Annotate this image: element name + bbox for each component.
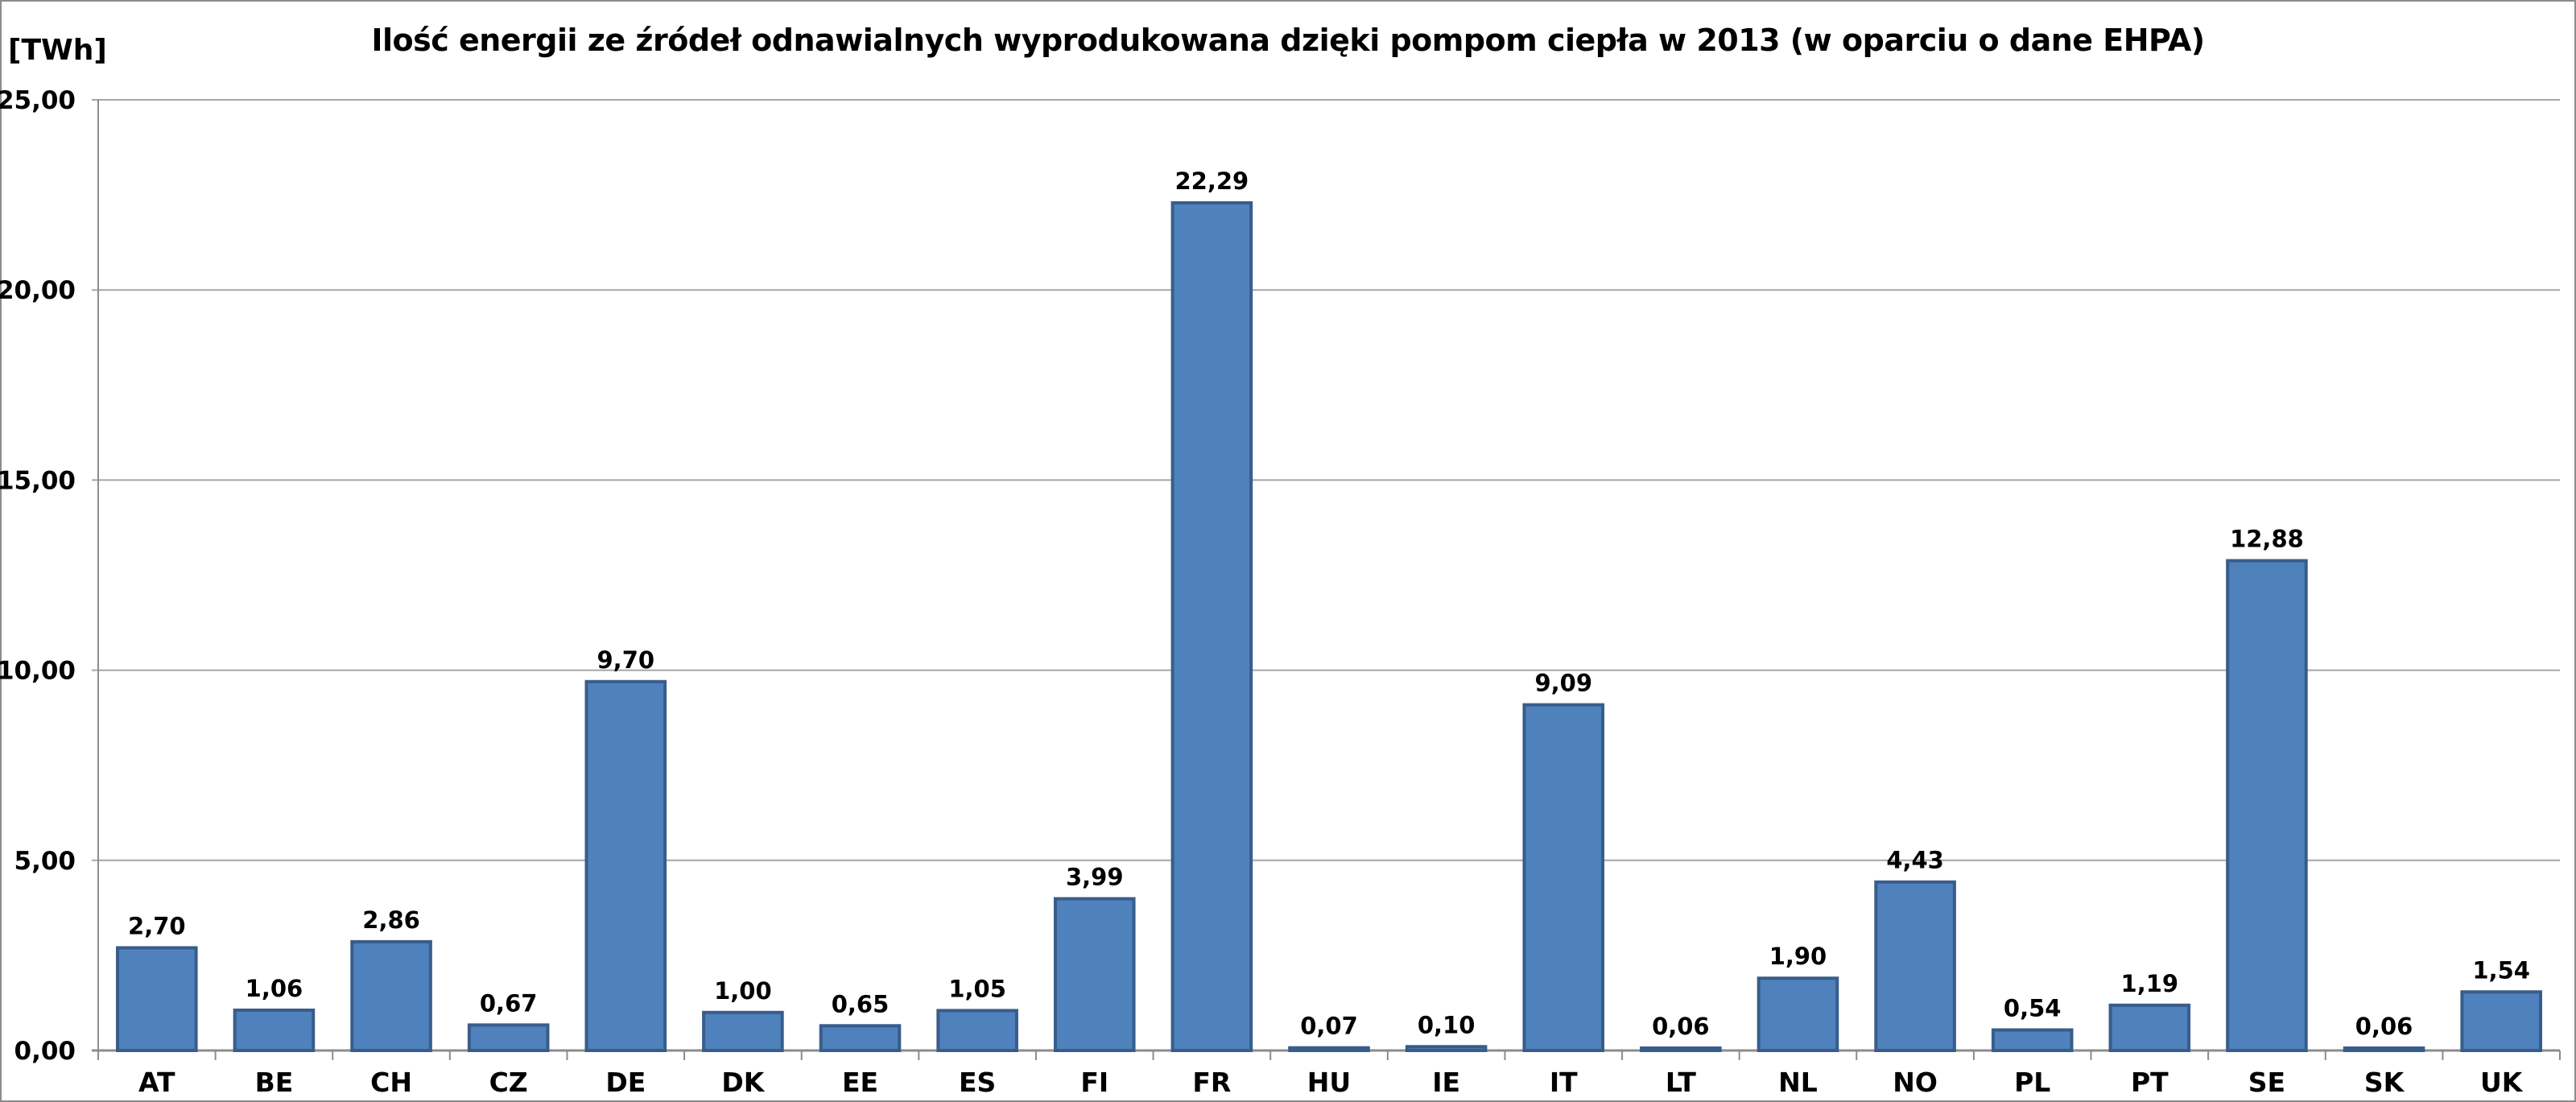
bar-no	[1874, 880, 1956, 1052]
data-label: 2,70	[128, 912, 186, 939]
data-label: 0,67	[480, 989, 538, 1017]
bar-ee	[819, 1024, 902, 1052]
x-category-label: UK	[2480, 1067, 2524, 1098]
x-category-label: FR	[1192, 1067, 1231, 1098]
bar-ch	[350, 939, 432, 1052]
bar-fi	[1053, 897, 1136, 1053]
y-tick-label: 20,00	[0, 276, 76, 305]
x-category-label: DE	[605, 1067, 646, 1098]
data-label: 0,06	[1652, 1013, 1710, 1040]
x-category-label: EE	[842, 1067, 878, 1098]
x-category-label: PL	[2014, 1067, 2050, 1098]
data-label: 9,70	[597, 646, 655, 674]
data-label: 0,54	[2004, 994, 2062, 1022]
x-category-label: SK	[2364, 1067, 2405, 1098]
x-category-label: LT	[1666, 1067, 1697, 1098]
bar-es	[936, 1009, 1018, 1052]
bar-se	[2226, 559, 2308, 1052]
chart-title: Ilość energii ze źródeł odnawialnych wyp…	[371, 23, 2205, 58]
bar-fr	[1170, 201, 1253, 1053]
bar-pt	[2108, 1003, 2191, 1053]
x-category-label: CH	[370, 1067, 412, 1098]
x-category-label: FI	[1080, 1067, 1108, 1098]
data-label: 12,88	[2230, 526, 2304, 553]
bar-lt	[1640, 1046, 1722, 1052]
y-tick-label: 0,00	[14, 1037, 76, 1066]
x-category-label: SE	[2248, 1067, 2285, 1098]
data-label: 1,90	[1769, 943, 1827, 970]
data-label: 4,43	[1886, 847, 1944, 874]
data-label: 22,29	[1175, 167, 1249, 195]
x-category-label: DK	[721, 1067, 765, 1098]
y-tick-label: 5,00	[14, 847, 76, 876]
data-label: 1,00	[714, 977, 772, 1005]
data-label: 0,06	[2355, 1013, 2413, 1040]
x-category-label: PT	[2131, 1067, 2169, 1098]
data-label: 1,54	[2472, 956, 2530, 984]
x-category-label: ES	[959, 1067, 996, 1098]
x-category-label: HU	[1307, 1067, 1351, 1098]
x-category-label: BE	[255, 1067, 294, 1098]
data-label: 0,65	[832, 990, 890, 1017]
data-label: 1,06	[246, 975, 303, 1002]
bar-cz	[467, 1023, 550, 1053]
y-axis-unit-label: [TWh]	[8, 34, 107, 67]
y-tick-label: 25,00	[0, 86, 76, 115]
bar-at	[116, 946, 198, 1053]
data-label: 0,10	[1418, 1011, 1476, 1038]
data-label: 1,05	[948, 975, 1006, 1002]
data-label: 0,07	[1300, 1013, 1358, 1040]
data-label: 9,09	[1534, 670, 1592, 697]
bar-it	[1522, 703, 1605, 1052]
bar-uk	[2460, 990, 2542, 1052]
y-tick-label: 10,00	[0, 657, 76, 686]
data-label: 3,99	[1066, 864, 1124, 891]
x-category-label: IT	[1550, 1067, 1578, 1098]
x-category-label: IE	[1432, 1067, 1460, 1098]
bar-be	[233, 1008, 316, 1053]
bar-nl	[1757, 976, 1839, 1053]
bar-sk	[2343, 1046, 2425, 1052]
bar-ie	[1405, 1045, 1488, 1053]
x-category-label: CZ	[489, 1067, 528, 1098]
bar-dk	[702, 1010, 784, 1053]
bar-pl	[1991, 1028, 2074, 1052]
data-label: 1,19	[2121, 970, 2179, 997]
x-category-label: AT	[138, 1067, 175, 1098]
data-label: 2,86	[362, 906, 420, 934]
bar-hu	[1288, 1046, 1370, 1053]
x-category-label: NL	[1778, 1067, 1818, 1098]
y-tick-label: 15,00	[0, 466, 76, 495]
bar-de	[584, 679, 667, 1052]
x-category-label: NO	[1893, 1067, 1938, 1098]
